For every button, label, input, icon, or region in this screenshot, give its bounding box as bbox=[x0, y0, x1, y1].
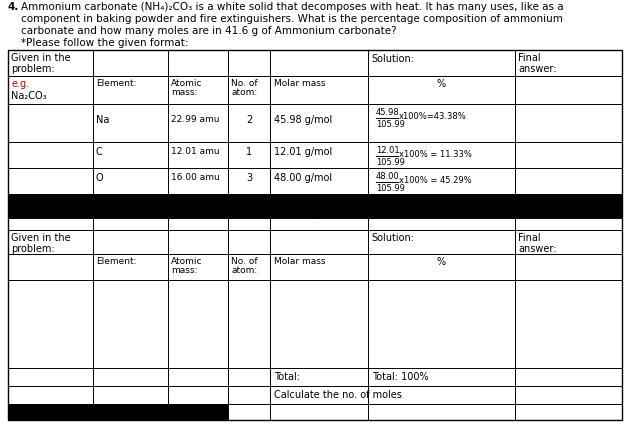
Text: Given in the: Given in the bbox=[11, 233, 71, 243]
Text: No. of: No. of bbox=[231, 257, 258, 266]
Text: Given in the: Given in the bbox=[11, 53, 71, 63]
Text: 105.99: 105.99 bbox=[376, 184, 405, 193]
Text: 105.99: 105.99 bbox=[376, 158, 405, 167]
Text: 105.99: 105.99 bbox=[376, 120, 405, 129]
Text: Molar mass: Molar mass bbox=[274, 257, 325, 266]
Text: 45.98 g/mol: 45.98 g/mol bbox=[274, 115, 332, 125]
Text: Total: 100%: Total: 100% bbox=[372, 372, 428, 382]
Text: atom:: atom: bbox=[231, 266, 257, 275]
Text: atom:: atom: bbox=[231, 88, 257, 97]
Text: 3: 3 bbox=[246, 173, 252, 183]
Text: answer:: answer: bbox=[518, 64, 557, 74]
Text: %: % bbox=[437, 79, 446, 89]
Text: Solution:: Solution: bbox=[371, 233, 414, 243]
Text: Atomic: Atomic bbox=[171, 79, 202, 88]
Text: 4.: 4. bbox=[8, 2, 20, 12]
Text: Solution:: Solution: bbox=[371, 54, 414, 64]
Text: problem:: problem: bbox=[11, 64, 54, 74]
Text: No. of: No. of bbox=[231, 79, 258, 88]
Bar bbox=[93, 404, 228, 420]
Text: problem:: problem: bbox=[11, 244, 54, 254]
Text: Na₂CO₃: Na₂CO₃ bbox=[11, 91, 47, 101]
Text: 16.00 amu: 16.00 amu bbox=[171, 173, 220, 182]
Text: Total:: Total: bbox=[274, 198, 300, 208]
Text: 1: 1 bbox=[246, 147, 252, 157]
Text: component in baking powder and fire extinguishers. What is the percentage compos: component in baking powder and fire exti… bbox=[21, 14, 563, 24]
Text: C: C bbox=[96, 147, 103, 157]
Text: 12.01 g/mol: 12.01 g/mol bbox=[274, 147, 332, 157]
Text: 45.98: 45.98 bbox=[376, 108, 400, 117]
Text: x100% = 45.29%: x100% = 45.29% bbox=[399, 176, 471, 185]
Text: %: % bbox=[437, 257, 446, 267]
Text: Final: Final bbox=[518, 53, 540, 63]
Text: Ammonium carbonate (NH₄)₂CO₃ is a white solid that decomposes with heat. It has : Ammonium carbonate (NH₄)₂CO₃ is a white … bbox=[21, 2, 564, 12]
Text: 2: 2 bbox=[246, 115, 252, 125]
Bar bbox=[8, 194, 622, 218]
Text: 48.00 g/mol: 48.00 g/mol bbox=[274, 173, 332, 183]
Text: Total:: Total: bbox=[274, 372, 300, 382]
Bar bbox=[8, 50, 622, 420]
Text: 48.00: 48.00 bbox=[376, 172, 400, 181]
Text: *Please follow the given format:: *Please follow the given format: bbox=[21, 38, 188, 48]
Text: mass:: mass: bbox=[171, 88, 197, 97]
Text: 105.99 g/mol: 105.99 g/mol bbox=[274, 209, 338, 219]
Text: 12.01 amu: 12.01 amu bbox=[171, 147, 220, 156]
Text: 22.99 amu: 22.99 amu bbox=[171, 115, 219, 124]
Text: Molar mass: Molar mass bbox=[274, 79, 325, 88]
Text: 12.01: 12.01 bbox=[376, 146, 399, 155]
Text: Total: 100%: Total: 100% bbox=[372, 198, 428, 208]
Text: carbonate and how many moles are in 41.6 g of Ammonium carbonate?: carbonate and how many moles are in 41.6… bbox=[21, 26, 397, 36]
Text: Final: Final bbox=[518, 233, 540, 243]
Text: Na: Na bbox=[96, 115, 109, 125]
Text: answer:: answer: bbox=[518, 244, 557, 254]
Text: O: O bbox=[96, 173, 104, 183]
Text: Element:: Element: bbox=[96, 79, 137, 88]
Text: e.g.: e.g. bbox=[11, 79, 29, 89]
Text: mass:: mass: bbox=[171, 266, 197, 275]
Text: Calculate the no. of moles: Calculate the no. of moles bbox=[274, 390, 402, 400]
Text: Element:: Element: bbox=[96, 257, 137, 266]
Text: x100% = 11.33%: x100% = 11.33% bbox=[399, 150, 472, 159]
Text: x100%=43.38%: x100%=43.38% bbox=[399, 112, 467, 121]
Text: Atomic: Atomic bbox=[171, 257, 202, 266]
Bar bbox=[8, 404, 93, 420]
